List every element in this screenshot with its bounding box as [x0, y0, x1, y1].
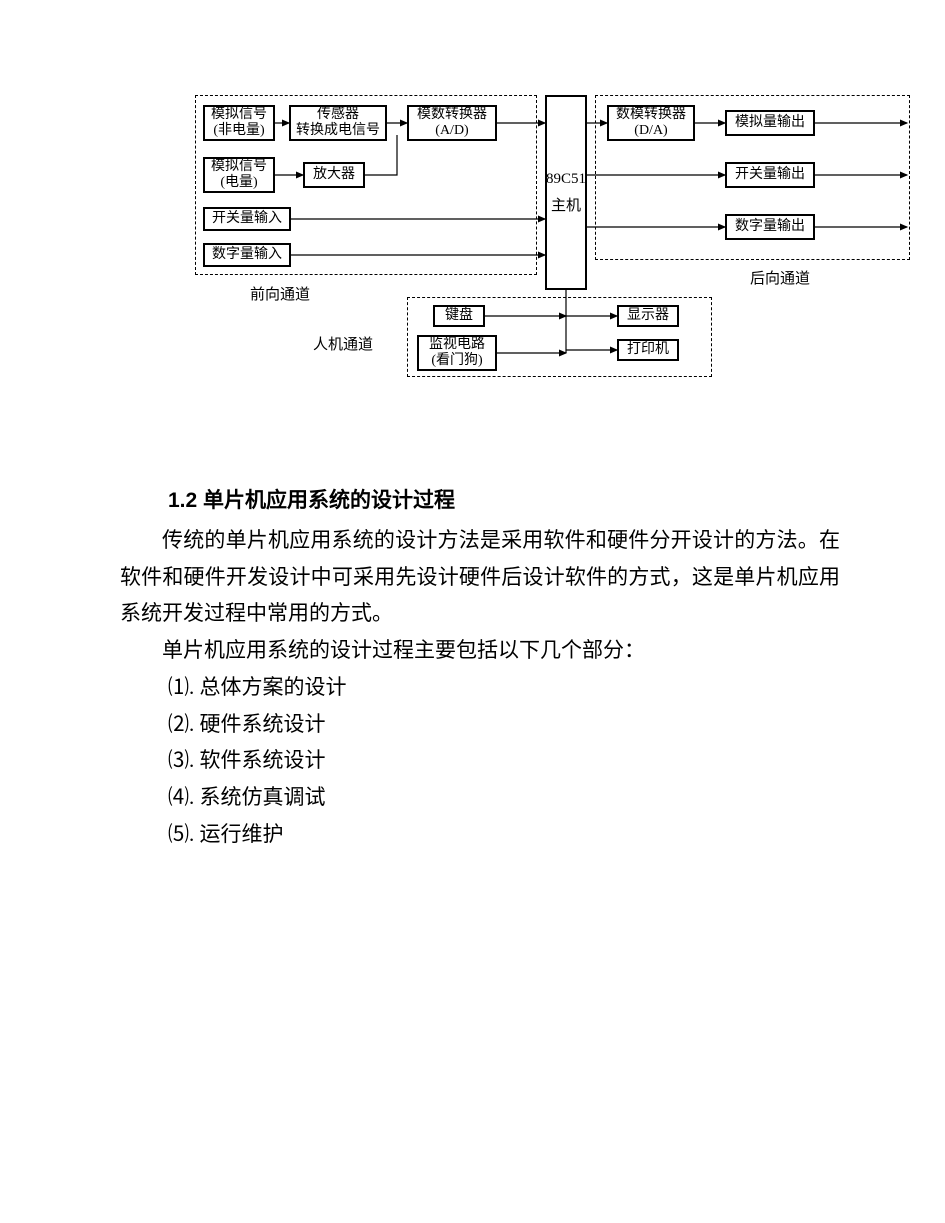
list-item: ⑶. 软件系统设计: [168, 742, 840, 779]
paragraph-2: 单片机应用系统的设计过程主要包括以下几个部分：: [120, 632, 840, 669]
diagram-wires: [195, 95, 915, 390]
design-steps-list: ⑴. 总体方案的设计 ⑵. 硬件系统设计 ⑶. 软件系统设计 ⑷. 系统仿真调试…: [120, 669, 840, 853]
system-diagram: 前向通道 后向通道 人机通道 89C51 主机 模拟信号(非电量) 传感器转换成…: [195, 95, 915, 390]
paragraph-1: 传统的单片机应用系统的设计方法是采用软件和硬件分开设计的方法。在软件和硬件开发设…: [120, 522, 840, 632]
list-item: ⑵. 硬件系统设计: [168, 706, 840, 743]
list-item: ⑴. 总体方案的设计: [168, 669, 840, 706]
body-text: 1.2 单片机应用系统的设计过程 传统的单片机应用系统的设计方法是采用软件和硬件…: [120, 483, 840, 853]
list-item: ⑸. 运行维护: [168, 816, 840, 853]
page: 前向通道 后向通道 人机通道 89C51 主机 模拟信号(非电量) 传感器转换成…: [0, 0, 945, 1223]
list-item: ⑷. 系统仿真调试: [168, 779, 840, 816]
section-heading: 1.2 单片机应用系统的设计过程: [168, 483, 840, 520]
